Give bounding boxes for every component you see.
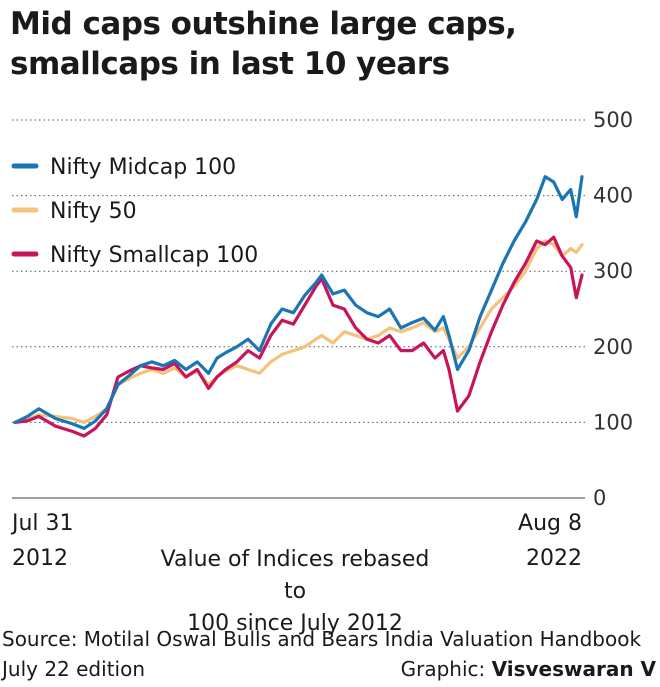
legend: Nifty Midcap 100 Nifty 50 Nifty Smallcap 1… (11, 155, 258, 268)
x-axis-labels: Jul 31 2012 Aug 8 2022 (10, 511, 582, 571)
rebase-note: Value of Indices rebased to 100 since Ju… (150, 544, 440, 640)
y-tick-label-300: 300 (593, 259, 633, 283)
credit-label: Graphic: (400, 657, 492, 681)
rebase-note-line-2: 100 since July 2012 (187, 611, 403, 636)
y-tick-label-500: 500 (593, 108, 633, 132)
credit-name: Visveswaran V (491, 657, 656, 681)
x-end-label-line-2: 2022 (526, 546, 582, 571)
graphic-credit: Graphic: Visveswaran V (401, 654, 656, 684)
title-line-2: smallcaps in last 10 years (10, 46, 450, 82)
source-line-1: Source: Motilal Oswal Bulls and Bears In… (2, 627, 642, 651)
source-block: Source: Motilal Oswal Bulls and Bears In… (2, 624, 658, 684)
y-tick-label-100: 100 (593, 410, 633, 434)
legend-label-nifty50: Nifty 50 (50, 199, 137, 224)
title-line-1: Mid caps outshine large caps, (10, 6, 517, 42)
y-tick-label-400: 400 (593, 184, 633, 208)
series-line-midcap (13, 175, 584, 430)
gridlines (12, 119, 585, 499)
y-tick-label-0: 0 (593, 486, 606, 510)
legend-label-midcap: Nifty Midcap 100 (50, 155, 236, 180)
legend-label-smallcap: Nifty Smallcap 100 (50, 243, 258, 268)
chart-title: Mid caps outshine large caps, smallcaps … (10, 4, 650, 84)
series-line-nifty50 (13, 239, 584, 424)
series-lines (13, 175, 584, 438)
y-axis-ticks: 0 100 200 300 400 500 (593, 108, 633, 510)
y-tick-label-200: 200 (593, 335, 633, 359)
x-start-label-line-2: 2012 (12, 546, 68, 571)
x-start-label-line-1: Jul 31 (10, 511, 74, 536)
rebase-note-line-1: Value of Indices rebased to (160, 547, 430, 604)
x-end-label-line-1: Aug 8 (518, 511, 582, 536)
series-line-smallcap (13, 235, 584, 438)
source-line-2: July 22 edition (2, 657, 145, 681)
